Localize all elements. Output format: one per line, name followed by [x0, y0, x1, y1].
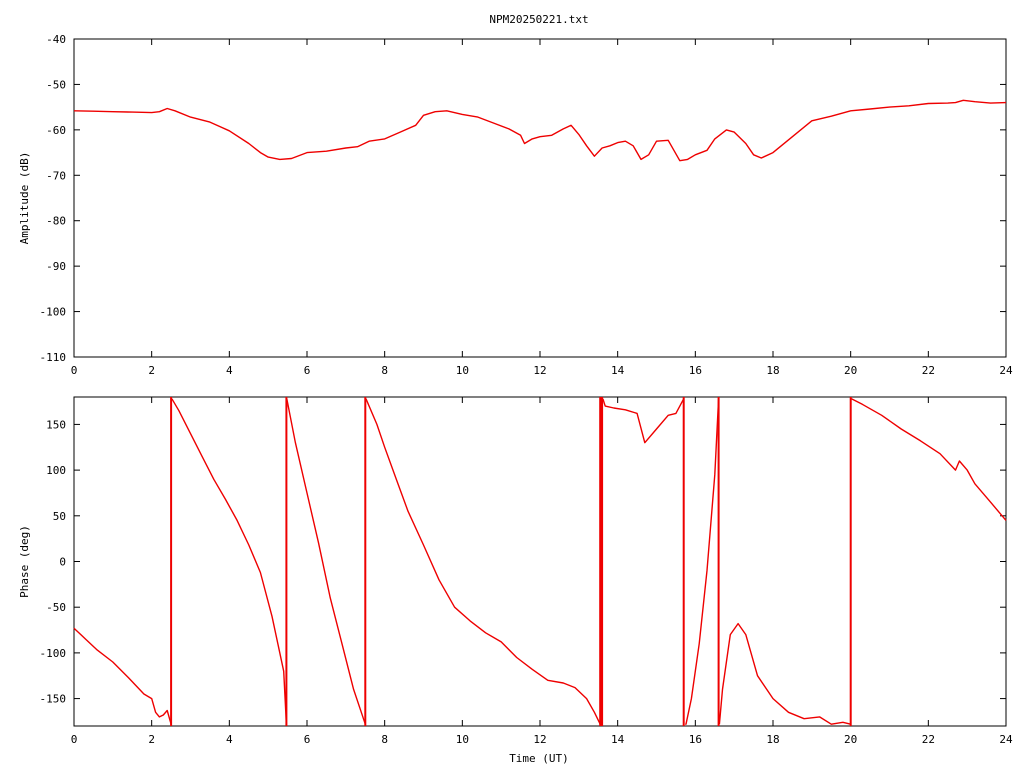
amplitude-y-tick-label: -100 — [40, 306, 67, 319]
phase-x-tick-label: 2 — [148, 733, 155, 746]
amplitude-y-tick-label: -90 — [46, 260, 66, 273]
amplitude-x-tick-label: 10 — [456, 364, 469, 377]
x-axis-title: Time (UT) — [509, 752, 569, 765]
phase-panel: 0 2 4 6 8 10 12 14 16 18 20 22 24-150-100-5005010015… — [18, 396, 1013, 746]
amplitude-x-tick-label: 20 — [844, 364, 857, 377]
phase-x-tick-label: 22 — [922, 733, 935, 746]
phase-x-tick-label: 8 — [381, 733, 388, 746]
phase-y-tick-label: 50 — [53, 510, 66, 523]
phase-x-tick-label: 20 — [844, 733, 857, 746]
amplitude-x-tick-label: 22 — [922, 364, 935, 377]
phase-x-tick-label: 16 — [689, 733, 702, 746]
amplitude-x-tick-label: 4 — [226, 364, 233, 377]
phase-x-tick-label: 12 — [533, 733, 546, 746]
phase-y-tick-label: 150 — [46, 418, 66, 431]
amplitude-x-tick-label: 12 — [533, 364, 546, 377]
phase-y-tick-label: -50 — [46, 601, 66, 614]
amplitude-x-tick-label: 2 — [148, 364, 155, 377]
amplitude-x-tick-label: 24 — [999, 364, 1013, 377]
phase-y-tick-label: 0 — [59, 556, 66, 569]
amplitude-x-tick-label: 18 — [766, 364, 779, 377]
amplitude-x-tick-label: 16 — [689, 364, 702, 377]
amplitude-y-tick-label: -60 — [46, 124, 66, 137]
amplitude-x-tick-label: 14 — [611, 364, 625, 377]
amplitude-series-line — [73, 99, 1007, 162]
amplitude-y-tick-label: -110 — [40, 351, 67, 364]
amplitude-x-tick-label: 0 — [71, 364, 78, 377]
amplitude-panel: 0 2 4 6 8 10 12 14 16 18 20 22 24-110-100-90-80-70-6… — [18, 33, 1013, 377]
figure-title: NPM20250221.txt — [489, 13, 588, 26]
phase-y-tick-label: -100 — [40, 647, 67, 660]
phase-x-tick-label: 4 — [226, 733, 233, 746]
phase-x-tick-label: 6 — [304, 733, 311, 746]
phase-series-line — [73, 398, 1007, 725]
amplitude-y-tick-label: -70 — [46, 169, 66, 182]
phase-y-tick-label: -150 — [40, 693, 67, 706]
amplitude-y-axis-title: Amplitude (dB) — [18, 152, 31, 245]
phase-x-tick-label: 14 — [611, 733, 625, 746]
amplitude-y-tick-label: -80 — [46, 215, 66, 228]
phase-y-axis-title: Phase (deg) — [18, 525, 31, 598]
phase-x-tick-label: 10 — [456, 733, 469, 746]
phase-x-tick-label: 0 — [71, 733, 78, 746]
phase-x-tick-label: 18 — [766, 733, 779, 746]
amplitude-y-tick-label: -50 — [46, 78, 66, 91]
amplitude-y-tick-label: -40 — [46, 33, 66, 46]
phase-x-tick-label: 24 — [999, 733, 1013, 746]
amplitude-x-tick-label: 6 — [304, 364, 311, 377]
amplitude-x-tick-label: 8 — [381, 364, 388, 377]
phase-y-tick-label: 100 — [46, 464, 66, 477]
